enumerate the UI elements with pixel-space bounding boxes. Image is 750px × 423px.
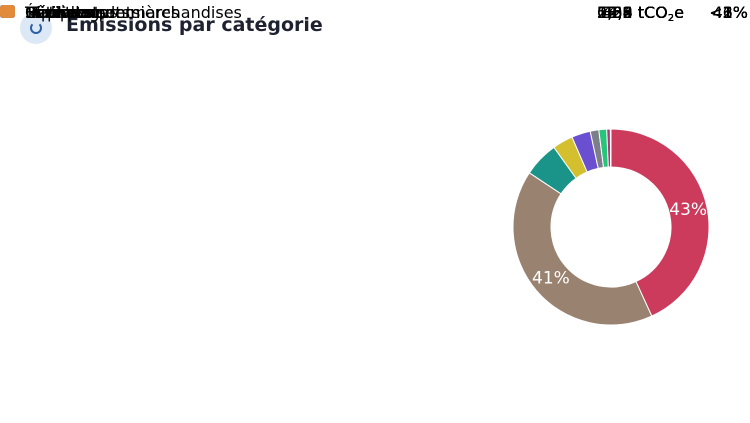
percent-value: 41% xyxy=(712,3,748,22)
percent-value: <1% xyxy=(709,3,748,22)
emission-value: 54,6 tCO2e xyxy=(597,3,684,24)
unit-base: tCO xyxy=(637,3,668,22)
unit-sub: 2 xyxy=(667,13,675,24)
unit-sub: 2 xyxy=(667,13,675,24)
unit-sub: 2 xyxy=(667,13,675,24)
emission-value: 29,3 tCO2e xyxy=(597,3,684,24)
percent-value: 1% xyxy=(722,3,748,22)
slice-label: 43% xyxy=(669,200,707,220)
unit-base: tCO xyxy=(637,3,668,22)
category-name: IT xyxy=(25,3,40,22)
unit-base: tCO xyxy=(637,3,668,22)
category-name: Matières premières xyxy=(25,3,180,22)
unit-suffix: e xyxy=(674,3,684,22)
value-number: 408 xyxy=(602,3,633,22)
percent-value: 3% xyxy=(722,3,748,22)
donut-slice xyxy=(610,128,710,317)
category-name: Déplacements xyxy=(25,3,141,22)
category-name: Services xyxy=(25,3,93,22)
unit-base: tCO xyxy=(637,3,668,22)
unit-suffix: e xyxy=(674,3,684,22)
emission-value: 0,66 tCO2e xyxy=(597,3,684,24)
category-icon xyxy=(0,5,15,18)
unit-suffix: e xyxy=(674,3,684,22)
value-number: 29,3 xyxy=(597,3,633,22)
emission-value: 32 tCO2e xyxy=(612,3,684,24)
emission-value: 408 tCO2e xyxy=(602,3,684,24)
unit-suffix: e xyxy=(674,3,684,22)
unit-base: tCO xyxy=(637,3,668,22)
unit-suffix: e xyxy=(674,3,684,22)
percent-value: 6% xyxy=(722,3,748,22)
unit-suffix: e xyxy=(674,3,684,22)
value-number: 0,66 xyxy=(597,3,633,22)
unit-suffix: e xyxy=(674,3,684,22)
category-name: Clients xyxy=(25,3,80,22)
unit-sub: 2 xyxy=(667,13,675,24)
unit-sub: 2 xyxy=(667,13,675,24)
percent-value: <1% xyxy=(709,3,748,22)
category-name: Bâtiments xyxy=(25,3,107,22)
percent-value: 3% xyxy=(722,3,748,22)
category-name: Équipements xyxy=(25,3,131,22)
value-number: 389 xyxy=(602,3,633,22)
category-name: Déchets xyxy=(25,3,91,22)
percent-value: 43% xyxy=(712,3,748,22)
unit-sub: 2 xyxy=(667,13,675,24)
emission-value: 5,68 tCO2e xyxy=(597,3,684,24)
emission-value: 0,29 tCO2e xyxy=(597,3,684,24)
unit-suffix: e xyxy=(674,3,684,22)
unit-sub: 2 xyxy=(667,13,675,24)
unit-base: tCO xyxy=(637,3,668,22)
unit-sub: 2 xyxy=(667,13,675,24)
card-title: Émissions par catégorie xyxy=(66,14,323,36)
emission-value: 13,4 tCO2e xyxy=(597,3,684,24)
value-number: 32 xyxy=(612,3,633,22)
donut-slice xyxy=(512,172,653,326)
unit-sub: 2 xyxy=(667,13,675,24)
unit-base: tCO xyxy=(637,3,668,22)
value-number: 0,29 xyxy=(597,3,633,22)
unit-sub: 2 xyxy=(667,13,675,24)
unit-base: tCO xyxy=(637,3,668,22)
title-icon xyxy=(20,12,52,44)
category-name: Transport de marchandises xyxy=(25,3,242,22)
category-name: Emballages xyxy=(25,3,118,22)
unit-suffix: e xyxy=(674,3,684,22)
percent-value: 2% xyxy=(722,3,748,22)
slice-label: 41% xyxy=(532,268,570,288)
percent-value: 1% xyxy=(722,3,748,22)
unit-suffix: e xyxy=(674,3,684,22)
value-number: 13,4 xyxy=(597,3,633,22)
emission-value: 12,2 tCO2e xyxy=(597,3,684,24)
value-number: 5,68 xyxy=(597,3,633,22)
value-number: 54,6 xyxy=(597,3,633,22)
value-number: 12,2 xyxy=(597,3,633,22)
unit-base: tCO xyxy=(637,3,668,22)
unit-base: tCO xyxy=(637,3,668,22)
emission-value: 389 tCO2e xyxy=(602,3,684,24)
